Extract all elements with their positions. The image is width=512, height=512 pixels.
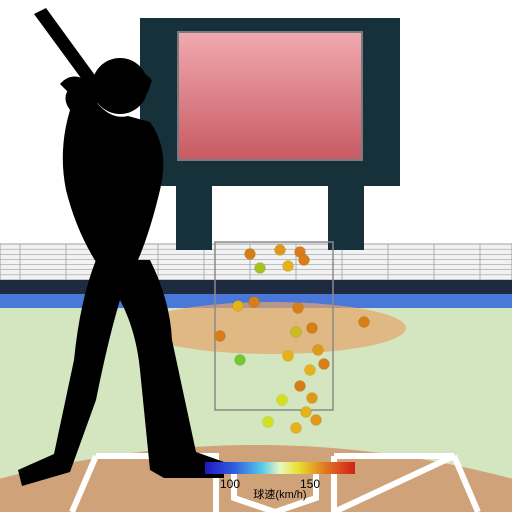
legend-tick: 100 (220, 477, 240, 491)
pitch-marker (235, 355, 246, 366)
bleachers (0, 244, 512, 280)
pitch-marker (313, 345, 324, 356)
pitch-marker (255, 263, 266, 274)
pitch-marker (215, 331, 226, 342)
pitch-marker (277, 395, 288, 406)
pitch-marker (301, 407, 312, 418)
pitch-marker (319, 359, 330, 370)
scoreboard-screen (178, 32, 362, 160)
pitch-marker (295, 381, 306, 392)
pitch-marker (283, 261, 294, 272)
pitch-marker (307, 393, 318, 404)
pitch-marker (249, 297, 260, 308)
pitch-marker (307, 323, 318, 334)
scoreboard-pillar-left (176, 186, 212, 250)
pitch-marker (299, 255, 310, 266)
pitch-marker (293, 303, 304, 314)
pitch-marker (305, 365, 316, 376)
pitch-marker (245, 249, 256, 260)
pitch-marker (283, 351, 294, 362)
pitch-marker (311, 415, 322, 426)
scoreboard-pillar-right (328, 186, 364, 250)
mound-dirt (138, 302, 406, 354)
pitch-marker (233, 301, 244, 312)
wall-dark (0, 280, 512, 294)
pitch-marker (291, 327, 302, 338)
pitch-marker (275, 245, 286, 256)
legend-label: 球速(km/h) (253, 487, 306, 501)
pitch-marker (359, 317, 370, 328)
pitch-marker (291, 423, 302, 434)
pitch-chart: 100150 球速(km/h) (0, 0, 512, 512)
pitch-marker (263, 417, 274, 428)
